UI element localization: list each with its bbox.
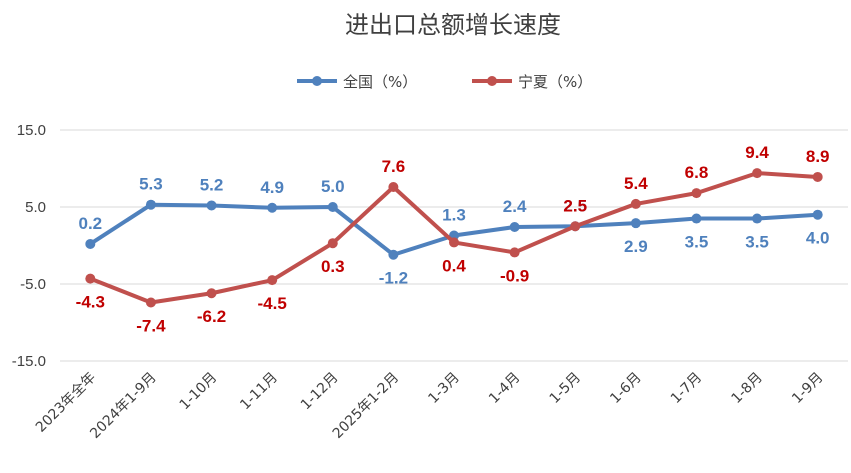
data-point — [812, 171, 823, 182]
data-label: 0.3 — [321, 257, 345, 276]
data-labels: 0.2 5.3 5.2 4.9 5.0 -1.2 1.3 2.4 2.5 2.9 3.5 3.5 4.0… — [76, 143, 830, 335]
data-point — [267, 202, 278, 213]
data-point — [145, 199, 156, 210]
data-point — [509, 247, 520, 258]
data-point — [206, 288, 217, 299]
data-point — [85, 238, 96, 249]
data-label: 0.2 — [78, 214, 102, 233]
data-label: 7.6 — [382, 157, 406, 176]
data-point — [570, 221, 581, 232]
data-label: -4.3 — [76, 293, 105, 312]
data-label: 5.2 — [200, 175, 224, 194]
x-tick-label: 1-12月 — [298, 370, 342, 414]
data-label: 2.9 — [624, 237, 648, 256]
data-label: 3.5 — [685, 233, 709, 252]
x-tick-label: 1-4月 — [486, 370, 523, 407]
chart-title: 进出口总额增长速度 — [345, 11, 561, 39]
x-tick-label: 2023年全年 — [32, 369, 99, 436]
data-label: 8.9 — [806, 147, 830, 166]
data-point — [327, 202, 338, 212]
data-point — [145, 297, 156, 308]
data-point — [449, 237, 459, 248]
legend-label-ningxia: 宁夏（%） — [518, 73, 592, 91]
y-axis: 15.0 5.0 -5.0 -15.0 — [12, 122, 46, 370]
data-label: 1.3 — [442, 205, 466, 224]
data-label: -7.4 — [136, 316, 166, 335]
x-tick-label: 1-5月 — [547, 370, 584, 407]
data-label: -1.2 — [379, 269, 408, 288]
data-point — [752, 213, 763, 224]
data-label: 6.8 — [685, 163, 709, 182]
y-tick-label: 15.0 — [17, 122, 46, 139]
data-label: 5.4 — [624, 174, 648, 193]
data-label: -6.2 — [197, 307, 226, 326]
data-label: 2.4 — [503, 197, 527, 216]
x-tick-label: 1-3月 — [425, 370, 462, 407]
legend-label-national: 全国（%） — [343, 73, 417, 91]
x-tick-label: 1-7月 — [668, 370, 705, 407]
data-label: -4.5 — [258, 294, 287, 313]
y-tick-label: -5.0 — [20, 276, 46, 293]
data-label: 3.5 — [745, 233, 769, 252]
data-point — [327, 238, 338, 249]
x-tick-label: 1-10月 — [177, 370, 221, 414]
data-label: 0.4 — [442, 256, 466, 275]
data-label: 4.0 — [806, 229, 830, 248]
data-label: 9.4 — [745, 143, 769, 162]
data-point — [85, 273, 96, 284]
x-tick-label: 1-11月 — [237, 370, 281, 414]
data-point — [630, 218, 641, 229]
data-point — [388, 249, 399, 260]
data-label: 2.5 — [563, 196, 587, 215]
legend: 全国（%） 宁夏（%） — [297, 73, 592, 91]
legend-marker-national — [312, 76, 322, 86]
x-tick-label: 1-8月 — [729, 370, 766, 407]
y-tick-label: 5.0 — [25, 199, 46, 216]
x-tick-label: 1-9月 — [789, 370, 826, 407]
data-label: 5.3 — [139, 175, 163, 194]
data-point — [812, 209, 823, 220]
data-point — [388, 181, 399, 192]
data-point — [206, 200, 217, 211]
data-point — [752, 168, 763, 179]
data-point — [267, 275, 278, 286]
data-label: 2.5 — [563, 196, 587, 215]
data-point — [691, 213, 702, 224]
data-point — [630, 198, 641, 209]
data-point — [509, 222, 520, 233]
x-tick-label: 1-6月 — [607, 370, 644, 407]
y-tick-label: -15.0 — [12, 353, 46, 370]
series-group — [85, 168, 823, 308]
data-label: -0.9 — [500, 266, 529, 285]
legend-marker-ningxia — [487, 76, 497, 86]
data-label: 5.0 — [321, 177, 345, 196]
data-label: 4.9 — [260, 178, 284, 197]
data-point — [691, 188, 702, 199]
